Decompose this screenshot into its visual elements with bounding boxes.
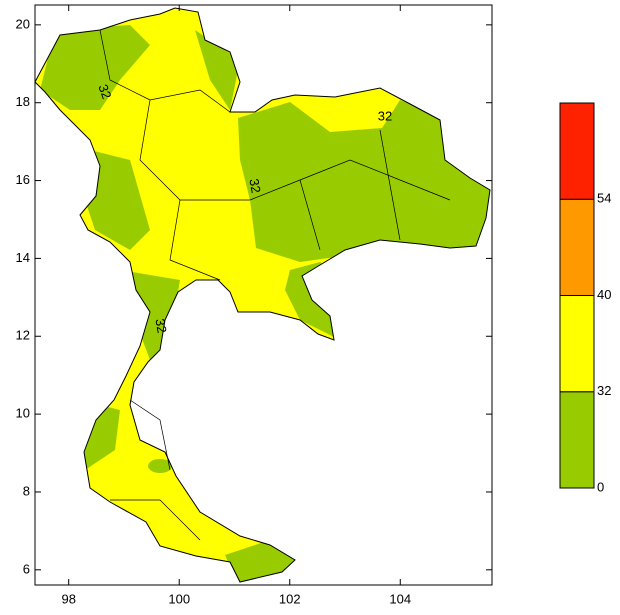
- colorbar-label: 54: [597, 191, 611, 206]
- colorbar-label: 32: [597, 383, 611, 398]
- contour-label: 32: [95, 82, 114, 101]
- y-tick-label: 14: [16, 250, 30, 265]
- contour-label: 32: [378, 108, 392, 123]
- colorbar-bin: [559, 102, 595, 200]
- y-tick-label: 16: [16, 172, 30, 187]
- colorbar-bin: [559, 295, 595, 393]
- colorbar-bin: [559, 198, 595, 296]
- y-tick-label: 12: [16, 328, 30, 343]
- contour-label: 32: [152, 317, 169, 334]
- y-tick-label: 20: [16, 16, 30, 31]
- green-west: [85, 150, 150, 250]
- plot-frame: [34, 4, 493, 586]
- contour-label: 32: [246, 177, 263, 194]
- x-tick-label: 98: [61, 591, 75, 606]
- green-northeast: [238, 100, 490, 262]
- x-tick-label: 100: [168, 591, 190, 606]
- y-tick-label: 6: [23, 561, 30, 576]
- y-tick-label: 10: [16, 406, 30, 421]
- green-north-east: [195, 30, 240, 110]
- colorbar-label: 40: [597, 287, 611, 302]
- province-borders: [99, 29, 451, 541]
- y-tick-label: 18: [16, 94, 30, 109]
- country-border: [34, 7, 491, 583]
- colorbar-bin: [559, 391, 595, 489]
- green-southwest: [120, 270, 180, 360]
- green-north: [40, 25, 150, 110]
- x-tick-label: 102: [279, 591, 301, 606]
- colorbar-label: 0: [597, 479, 604, 494]
- x-tick-label: 104: [389, 591, 411, 606]
- green-patch: [148, 459, 172, 473]
- green-south: [225, 540, 300, 582]
- y-tick-label: 8: [23, 483, 30, 498]
